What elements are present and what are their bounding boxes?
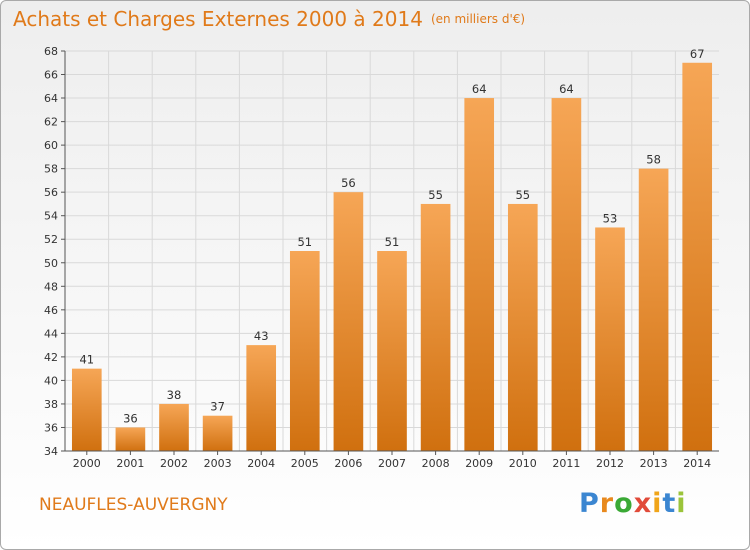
x-tick-label-2004: 2004 bbox=[247, 457, 275, 470]
data-label-2008: 55 bbox=[428, 188, 443, 202]
y-tick-label: 50 bbox=[44, 257, 58, 270]
data-label-2007: 51 bbox=[385, 235, 400, 249]
x-tick-label-2003: 2003 bbox=[204, 457, 232, 470]
y-tick-label: 42 bbox=[44, 351, 58, 364]
bar-2012 bbox=[595, 227, 625, 451]
data-label-2011: 64 bbox=[559, 82, 574, 96]
x-tick-label-2013: 2013 bbox=[640, 457, 668, 470]
bar-2010 bbox=[507, 203, 538, 451]
axis-layer: 34 36 38 40 42 44 46 48 50 52 54 56 58 60 62 64 66 68 2000… bbox=[44, 45, 719, 470]
unit-note: (en milliers d'€) bbox=[430, 12, 526, 26]
data-label-2014: 67 bbox=[690, 47, 705, 61]
bar-2013 bbox=[638, 168, 669, 451]
data-label-2001: 36 bbox=[123, 411, 138, 425]
logo-letter: P bbox=[579, 488, 600, 519]
y-tick-label: 58 bbox=[44, 163, 58, 176]
y-tick-label: 66 bbox=[44, 69, 58, 82]
bar-2001 bbox=[115, 427, 146, 451]
x-tick-label-2001: 2001 bbox=[116, 457, 144, 470]
data-label-2002: 38 bbox=[167, 388, 182, 402]
data-label-2012: 53 bbox=[603, 211, 618, 225]
y-tick-label: 68 bbox=[44, 45, 58, 58]
x-tick-label-2008: 2008 bbox=[422, 457, 450, 470]
y-tick-label: 48 bbox=[44, 280, 58, 293]
x-tick-label-2009: 2009 bbox=[465, 457, 493, 470]
data-label-2004: 43 bbox=[254, 329, 269, 343]
x-tick-label-2012: 2012 bbox=[596, 457, 624, 470]
chart-title-text: Achats et Charges Externes 2000 à 2014 bbox=[13, 7, 423, 31]
bar-2008 bbox=[420, 203, 451, 451]
bar-2011 bbox=[551, 98, 582, 451]
data-label-2013: 58 bbox=[646, 153, 661, 167]
data-label-2000: 41 bbox=[79, 353, 94, 367]
y-tick-label: 60 bbox=[44, 139, 58, 152]
proxiti-logo: Proxiti bbox=[579, 488, 687, 519]
y-tick-label: 38 bbox=[44, 398, 58, 411]
x-tick-label-2000: 2000 bbox=[73, 457, 101, 470]
y-tick-label: 34 bbox=[44, 445, 58, 458]
x-tick-label-2005: 2005 bbox=[291, 457, 319, 470]
logo-letter: i bbox=[676, 488, 687, 519]
y-tick-label: 62 bbox=[44, 116, 58, 129]
bar-2000 bbox=[71, 368, 102, 451]
y-tick-label: 46 bbox=[44, 304, 58, 317]
bar-2003 bbox=[202, 415, 233, 451]
y-tick-label: 36 bbox=[44, 421, 58, 434]
y-tick-label: 56 bbox=[44, 186, 58, 199]
bar-2007 bbox=[377, 251, 407, 451]
data-label-2005: 51 bbox=[297, 235, 312, 249]
x-tick-label-2014: 2014 bbox=[683, 457, 711, 470]
x-tick-label-2011: 2011 bbox=[552, 457, 580, 470]
logo-letter: i bbox=[652, 488, 663, 519]
x-tick-label-2007: 2007 bbox=[378, 457, 406, 470]
bar-2005 bbox=[289, 251, 320, 451]
y-tick-label: 44 bbox=[44, 327, 58, 340]
chart-title: Achats et Charges Externes 2000 à 2014 (e… bbox=[13, 7, 525, 31]
x-tick-label-2010: 2010 bbox=[509, 457, 537, 470]
bar-2006 bbox=[333, 192, 364, 452]
y-tick-label: 64 bbox=[44, 92, 58, 105]
y-tick-label: 52 bbox=[44, 233, 58, 246]
logo-letter: o bbox=[614, 488, 634, 519]
logo-letter: x bbox=[633, 488, 653, 519]
data-label-2006: 56 bbox=[341, 176, 356, 190]
bar-2014 bbox=[682, 62, 713, 451]
bar-2009 bbox=[464, 98, 495, 451]
commune-name: NEAUFLES-AUVERGNY bbox=[39, 495, 228, 515]
x-tick-label-2002: 2002 bbox=[160, 457, 188, 470]
data-label-2003: 37 bbox=[210, 400, 225, 414]
x-tick-label-2006: 2006 bbox=[334, 457, 362, 470]
bar-2002 bbox=[159, 403, 189, 451]
y-tick-label: 54 bbox=[44, 210, 58, 223]
data-label-2010: 55 bbox=[515, 188, 530, 202]
bar-2004 bbox=[246, 345, 277, 451]
data-label-2009: 64 bbox=[472, 82, 487, 96]
bar-layer: 41 36 38 37 43 51 56 51 55 64 55 64 53 58 67 bbox=[71, 47, 713, 452]
y-tick-label: 40 bbox=[44, 374, 58, 387]
logo-letter: r bbox=[599, 488, 615, 519]
logo-letter: t bbox=[662, 488, 677, 519]
